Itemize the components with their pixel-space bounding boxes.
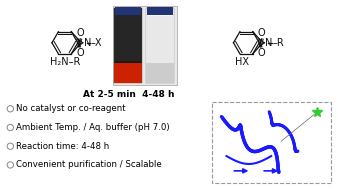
Bar: [146, 8, 174, 83]
Text: H₂N–R: H₂N–R: [50, 57, 80, 67]
Text: HX: HX: [236, 57, 249, 67]
Bar: [115, 8, 142, 61]
Bar: [212, 102, 331, 183]
Text: O: O: [258, 48, 266, 58]
Text: N: N: [265, 38, 272, 48]
Text: At 2-5 min  4-48 h: At 2-5 min 4-48 h: [82, 90, 174, 99]
Bar: [146, 64, 174, 83]
Text: Reaction time: 4-48 h: Reaction time: 4-48 h: [16, 142, 110, 151]
Bar: [115, 64, 142, 83]
Bar: [115, 8, 142, 83]
Text: O: O: [258, 28, 266, 38]
Bar: [116, 7, 141, 15]
Text: N: N: [84, 38, 91, 48]
Bar: [114, 6, 177, 85]
Text: –X: –X: [91, 38, 102, 48]
Text: No catalyst or co-reagent: No catalyst or co-reagent: [16, 104, 126, 113]
Text: Convenient purification / Scalable: Convenient purification / Scalable: [16, 160, 162, 170]
Text: –R: –R: [272, 38, 284, 48]
Bar: [147, 7, 173, 15]
Text: O: O: [76, 28, 84, 38]
Bar: [146, 16, 174, 67]
Text: Ambient Temp. / Aq. buffer (pH 7.0): Ambient Temp. / Aq. buffer (pH 7.0): [16, 123, 170, 132]
Text: O: O: [76, 48, 84, 58]
